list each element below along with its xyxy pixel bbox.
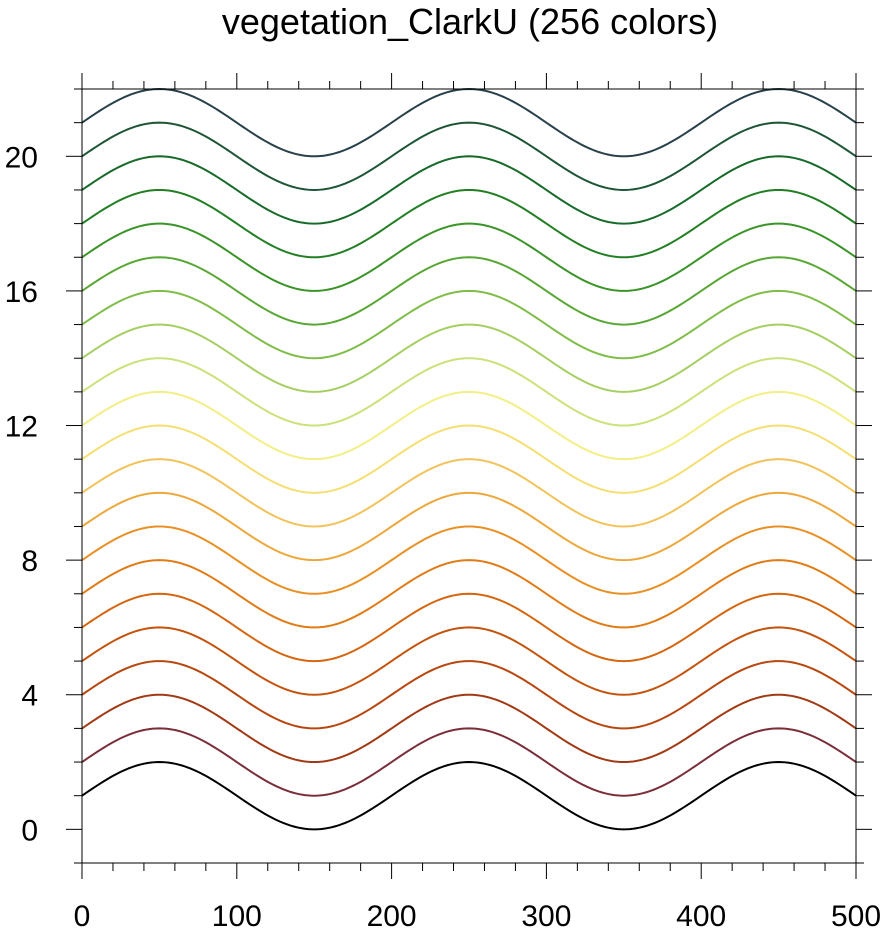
series-line-17 [81,188,857,259]
series-line-5 [81,592,857,663]
series-line-7 [81,525,857,595]
series-line-0 [81,761,857,831]
series-line-18 [81,155,857,225]
x-tick-label: 300 [521,900,571,933]
plot-frame [81,88,857,864]
axis-labels: 0 100 200 300 400 500 0 4 8 12 16 20 [5,141,881,933]
y-tick-label: 0 [21,814,38,847]
y-tick-label: 12 [5,411,38,444]
series-line-8 [81,491,857,562]
x-tick-label: 500 [831,900,881,933]
series-line-12 [81,357,857,427]
axis-ticks [66,73,872,879]
chart-title: vegetation_ClarkU (256 colors) [222,1,718,42]
series-line-14 [81,289,857,360]
x-tick-label: 0 [74,900,91,933]
y-tick-label: 20 [5,141,38,174]
series-line-2 [81,693,857,764]
series-line-19 [81,121,857,191]
y-tick-label: 8 [21,545,38,578]
series-line-1 [81,727,857,797]
series-line-16 [81,222,857,292]
x-tick-label: 100 [212,900,262,933]
x-tick-label: 400 [676,900,726,933]
series-line-10 [81,424,857,494]
y-tick-label: 16 [5,276,38,309]
series-line-9 [81,458,857,528]
plot-curves [81,87,857,831]
x-tick-label: 200 [367,900,417,933]
series-line-3 [81,660,857,730]
series-line-13 [81,323,857,393]
series-line-11 [81,390,857,461]
series-line-6 [81,559,857,629]
series-line-15 [81,256,857,326]
y-tick-label: 4 [21,680,38,713]
series-line-4 [81,626,857,696]
